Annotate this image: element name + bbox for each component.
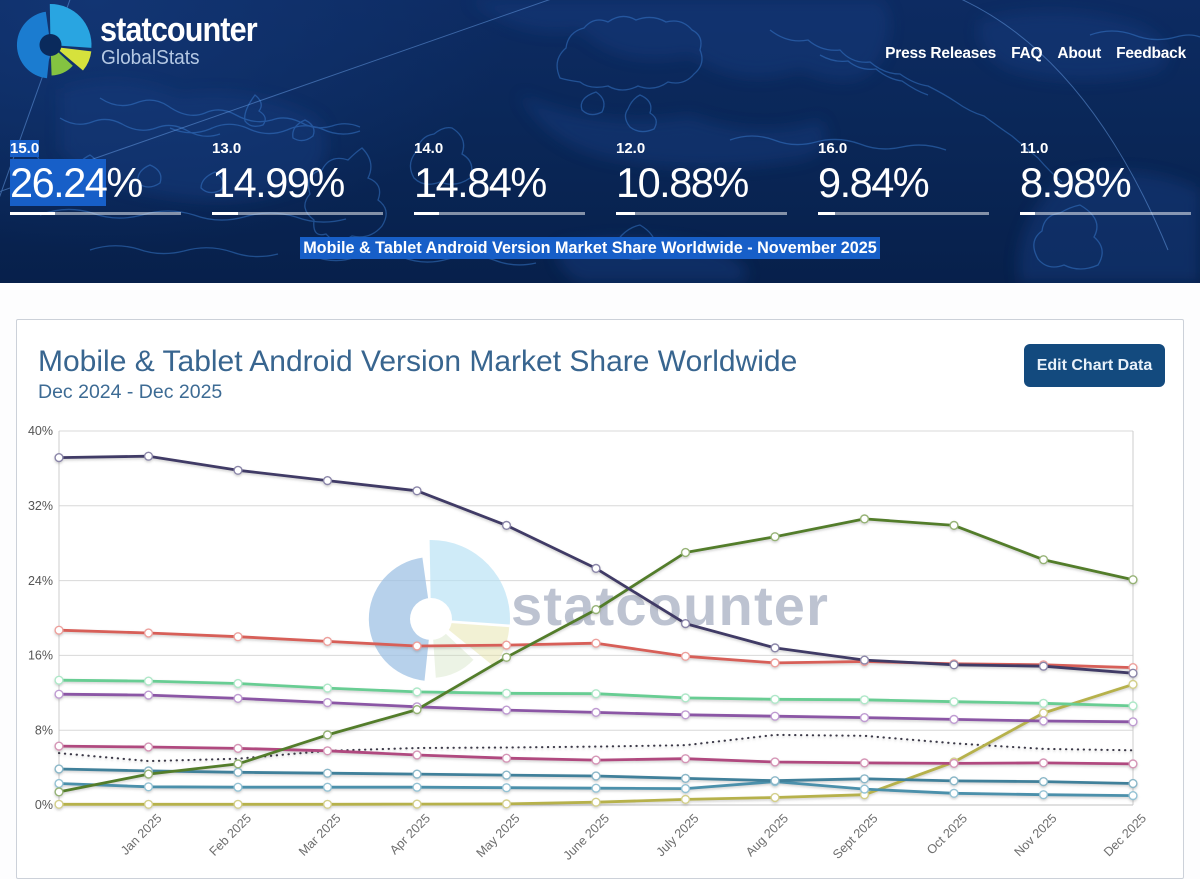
svg-text:Sept 2025: Sept 2025 xyxy=(830,811,881,862)
svg-text:Dec 2025: Dec 2025 xyxy=(1101,811,1149,859)
svg-text:24%: 24% xyxy=(28,574,53,588)
svg-text:Mar 2025: Mar 2025 xyxy=(296,811,344,859)
svg-text:8%: 8% xyxy=(35,723,53,737)
svg-text:May 2025: May 2025 xyxy=(474,811,523,860)
svg-text:Apr 2025: Apr 2025 xyxy=(387,811,433,857)
svg-text:Oct 2025: Oct 2025 xyxy=(924,811,970,857)
svg-text:0%: 0% xyxy=(35,798,53,812)
svg-text:Feb 2025: Feb 2025 xyxy=(207,811,255,859)
svg-text:32%: 32% xyxy=(28,499,53,513)
svg-text:July 2025: July 2025 xyxy=(654,811,702,859)
svg-text:Aug 2025: Aug 2025 xyxy=(743,811,791,859)
svg-text:June 2025: June 2025 xyxy=(561,811,612,862)
svg-text:40%: 40% xyxy=(28,424,53,438)
svg-text:statcounter: statcounter xyxy=(511,574,829,637)
svg-text:16%: 16% xyxy=(28,649,53,663)
svg-text:Nov 2025: Nov 2025 xyxy=(1012,811,1060,859)
svg-text:Jan 2025: Jan 2025 xyxy=(118,811,165,858)
